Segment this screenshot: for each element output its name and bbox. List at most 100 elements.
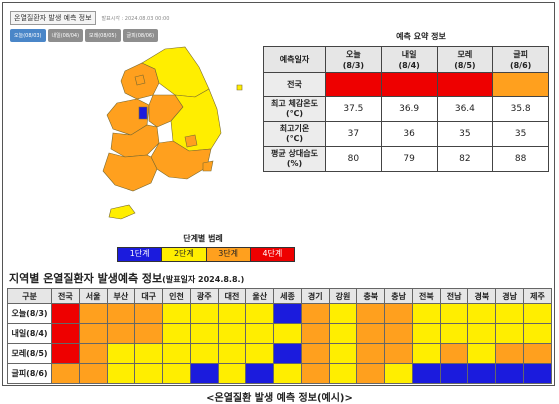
top-panel: 온열질환자 발생 예측 정보 발표시각 : 2024.08.03 00:00 오…	[7, 7, 552, 265]
map-island-ulleung	[236, 84, 243, 91]
regional-level-cell	[411, 363, 441, 384]
regional-level-cell	[189, 303, 219, 324]
day-tabs: 오늘(08/03) 내일(08/04) 모레(08/05) 글피(08/06)	[10, 29, 159, 42]
regional-level-cell	[356, 323, 386, 344]
regional-level-cell	[439, 323, 469, 344]
regional-region-header: 광주	[189, 288, 219, 304]
regional-level-cell	[439, 303, 469, 324]
map-region-seoul	[134, 74, 146, 86]
regional-level-cell	[189, 363, 219, 384]
app-title: 온열질환자 발생 예측 정보	[10, 11, 96, 25]
regional-row: 모레(8/5)	[7, 343, 552, 364]
regional-level-cell	[273, 323, 302, 344]
map-legend: 단계별 범례 1단계 2단계 3단계 4단계	[117, 233, 295, 262]
regional-level-cell	[134, 303, 164, 324]
regional-region-header: 충남	[384, 288, 413, 304]
summary-day-header: 내일 (8/4)	[380, 46, 438, 73]
regional-level-cell	[495, 343, 525, 364]
regional-level-cell	[51, 303, 80, 324]
regional-panel: 구분 전국 서울 부산 대구 인천 광주 대전 울산 세종 경기 강원 충북 충남 전북 전남 경북 경남 제주 …	[7, 288, 552, 384]
regional-row: 글피(8/6)	[7, 363, 552, 384]
regional-level-cell	[411, 343, 441, 364]
regional-level-cell	[467, 363, 497, 384]
korea-risk-map	[102, 46, 243, 220]
regional-level-cell	[245, 343, 275, 364]
regional-level-cell	[411, 323, 441, 344]
regional-level-cell	[245, 303, 275, 324]
regional-region-header: 대구	[134, 288, 164, 304]
regional-region-header: 강원	[328, 288, 358, 304]
regional-level-cell	[162, 343, 191, 364]
summary-level-cell	[380, 72, 438, 97]
regional-level-cell	[384, 323, 413, 344]
regional-region-header: 인천	[162, 288, 191, 304]
regional-level-cell	[78, 323, 108, 344]
regional-level-cell	[106, 323, 136, 344]
summary-day-header: 오늘 (8/3)	[325, 46, 382, 73]
summary-value-cell: 36.4	[436, 96, 494, 122]
summary-level-cell	[492, 72, 549, 97]
summary-value-cell: 88	[492, 146, 549, 172]
summary-value-cell: 82	[436, 146, 494, 172]
regional-level-cell	[134, 323, 164, 344]
regional-level-cell	[217, 343, 247, 364]
summary-value-cell: 80	[325, 146, 382, 172]
regional-region-header: 서울	[78, 288, 108, 304]
regional-level-cell	[217, 323, 247, 344]
regional-region-header: 세종	[273, 288, 302, 304]
summary-level-cell	[325, 72, 382, 97]
summary-value-cell: 37.5	[325, 96, 382, 122]
regional-level-cell	[78, 303, 108, 324]
regional-level-cell	[51, 343, 80, 364]
regional-region-header: 전북	[411, 288, 441, 304]
summary-value-cell: 36.9	[380, 96, 438, 122]
regional-table: 구분 전국 서울 부산 대구 인천 광주 대전 울산 세종 경기 강원 충북 충남 전북 전남 경북 경남 제주 …	[7, 288, 552, 384]
regional-region-header: 전국	[51, 288, 80, 304]
regional-level-cell	[300, 343, 330, 364]
regional-level-cell	[162, 363, 191, 384]
regional-level-cell	[106, 303, 136, 324]
tab-tomorrow[interactable]: 내일(08/04)	[47, 29, 84, 42]
regional-region-header: 부산	[106, 288, 136, 304]
regional-level-cell	[217, 303, 247, 324]
regional-level-cell	[273, 363, 302, 384]
map-region-sejong	[138, 106, 148, 120]
regional-level-cell	[300, 323, 330, 344]
regional-level-cell	[245, 323, 275, 344]
regional-region-header: 전남	[439, 288, 469, 304]
regional-row-label: 모레(8/5)	[7, 343, 52, 364]
regional-level-cell	[134, 343, 164, 364]
regional-level-cell	[523, 343, 552, 364]
regional-region-header: 경남	[495, 288, 525, 304]
regional-level-cell	[384, 303, 413, 324]
regional-level-cell	[245, 363, 275, 384]
summary-day-header: 글피 (8/6)	[492, 46, 549, 73]
legend-item-level-4: 4단계	[250, 248, 294, 261]
regional-level-cell	[273, 303, 302, 324]
map-region-jeonnam	[102, 152, 158, 192]
summary-title: 예측 요약 정보	[396, 32, 446, 41]
regional-level-cell	[106, 343, 136, 364]
tab-fourth-day[interactable]: 글피(08/06)	[122, 29, 159, 42]
regional-level-cell	[300, 303, 330, 324]
regional-row-label: 글피(8/6)	[7, 363, 52, 384]
regional-level-cell	[328, 343, 358, 364]
tab-today[interactable]: 오늘(08/03)	[10, 29, 46, 42]
regional-region-header: 경북	[467, 288, 497, 304]
regional-level-cell	[384, 363, 413, 384]
regional-level-cell	[328, 323, 358, 344]
tab-day-after[interactable]: 모레(08/05)	[85, 29, 121, 42]
regional-corner: 구분	[7, 288, 52, 304]
regional-level-cell	[328, 303, 358, 324]
regional-level-cell	[523, 363, 552, 384]
regional-level-cell	[523, 323, 552, 344]
regional-level-cell	[495, 363, 525, 384]
regional-level-cell	[356, 303, 386, 324]
map-region-jeju	[108, 204, 136, 220]
regional-title: 지역별 온열질환자 발생예측 정보(발표일자 2024.8.8.)	[9, 272, 245, 285]
regional-level-cell	[106, 363, 136, 384]
summary-row-label: 최고 체감온도 (℃)	[263, 96, 326, 122]
regional-region-header: 제주	[523, 288, 552, 304]
regional-row-label: 내일(8/4)	[7, 323, 52, 344]
regional-level-cell	[189, 343, 219, 364]
